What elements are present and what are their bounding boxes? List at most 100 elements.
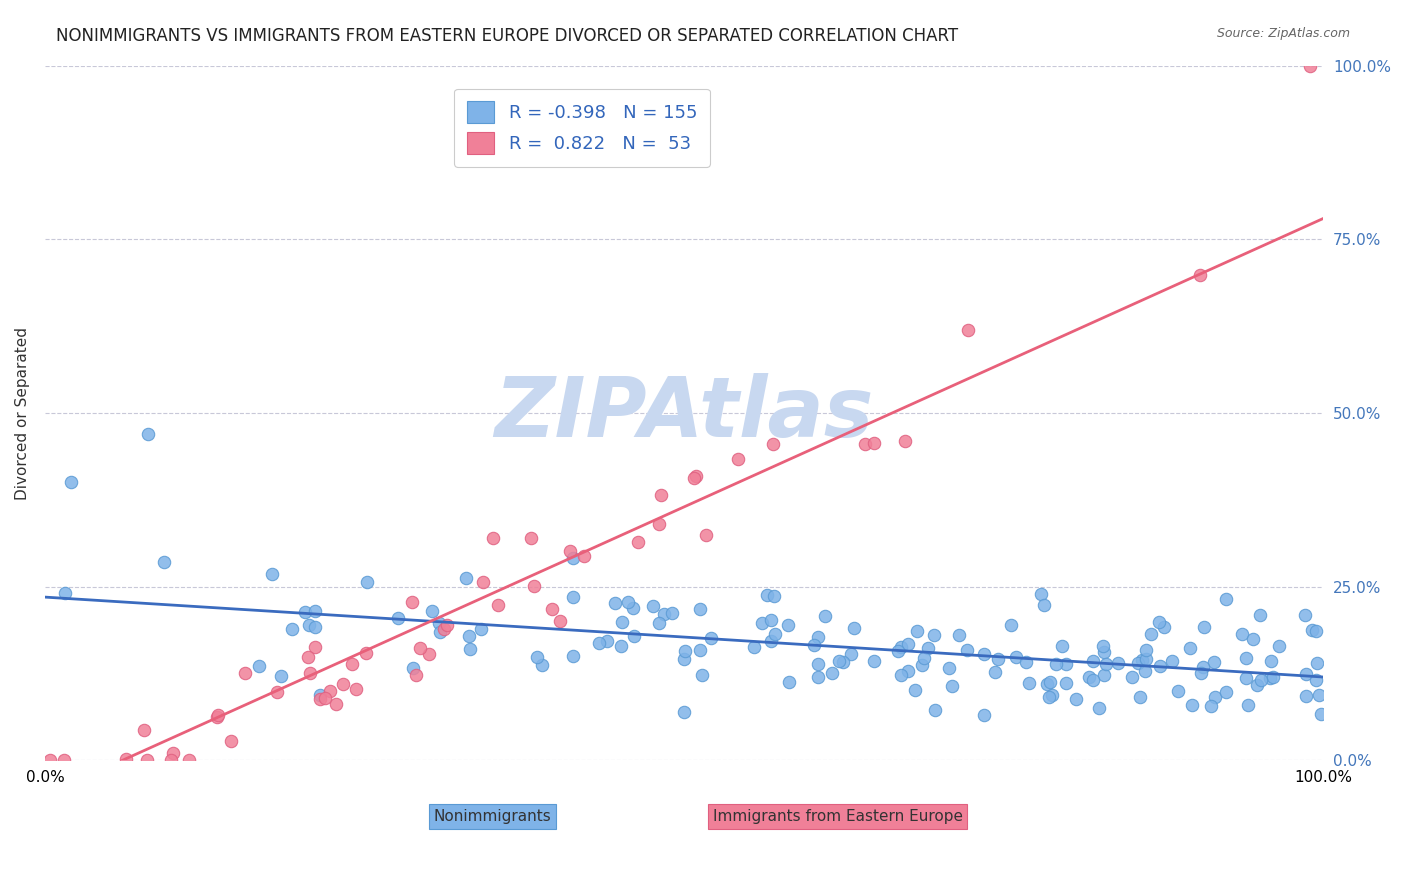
Point [690, 668, 713, 682]
Point [304, 604, 326, 618]
Point [1149, 658, 1171, 673]
Point [1077, 670, 1099, 684]
Point [831, 655, 853, 669]
Point [387, 610, 409, 624]
Point [588, 636, 610, 650]
Point [59, 475, 82, 490]
Point [1237, 698, 1260, 712]
Point [778, 674, 800, 689]
Point [1015, 655, 1038, 669]
Point [314, 690, 336, 705]
Y-axis label: Divorced or Separated: Divorced or Separated [15, 326, 30, 500]
Point [1301, 623, 1323, 637]
Point [1234, 650, 1257, 665]
Point [153, 555, 176, 569]
Point [813, 608, 835, 623]
Point [39, 753, 62, 767]
Point [433, 622, 456, 636]
Point [762, 436, 785, 450]
Point [270, 668, 292, 682]
Point [910, 658, 932, 673]
Point [1081, 673, 1104, 687]
Point [751, 616, 773, 631]
Point [247, 659, 270, 673]
Point [1192, 660, 1215, 674]
Point [922, 628, 945, 642]
Point [219, 733, 242, 747]
Point [1147, 615, 1170, 629]
Point [405, 667, 427, 681]
Point [1215, 684, 1237, 698]
Point [1092, 640, 1115, 654]
Point [1180, 641, 1202, 656]
Point [207, 707, 229, 722]
Point [1234, 671, 1257, 685]
Point [685, 469, 707, 483]
Point [695, 528, 717, 542]
Point [1133, 664, 1156, 678]
Point [260, 567, 283, 582]
Point [471, 574, 494, 589]
Point [332, 677, 354, 691]
Point [1306, 656, 1329, 670]
Point [1018, 676, 1040, 690]
Point [1241, 632, 1264, 646]
Point [1181, 698, 1204, 712]
Point [803, 638, 825, 652]
Point [1032, 598, 1054, 612]
Point [340, 657, 363, 671]
Point [1092, 645, 1115, 659]
Point [776, 618, 799, 632]
Point [520, 531, 543, 545]
Point [841, 648, 863, 662]
Point [160, 753, 183, 767]
Point [673, 652, 696, 666]
Point [623, 629, 645, 643]
Point [727, 452, 749, 467]
Point [616, 594, 638, 608]
Point [1260, 654, 1282, 668]
Point [1000, 617, 1022, 632]
Point [548, 614, 571, 628]
Point [309, 692, 332, 706]
Point [562, 590, 585, 604]
Point [266, 685, 288, 699]
Point [689, 601, 711, 615]
Point [136, 426, 159, 441]
Point [526, 650, 548, 665]
Point [742, 640, 765, 654]
Point [1305, 624, 1327, 639]
Point [596, 634, 619, 648]
Point [1261, 670, 1284, 684]
Point [319, 683, 342, 698]
Point [409, 640, 432, 655]
Point [1064, 691, 1087, 706]
Text: Nonimmigrants: Nonimmigrants [433, 809, 551, 824]
Point [605, 597, 627, 611]
Point [115, 752, 138, 766]
Point [1258, 671, 1281, 685]
Point [862, 654, 884, 668]
Point [673, 644, 696, 658]
Point [1161, 655, 1184, 669]
Point [1088, 700, 1111, 714]
Point [1121, 670, 1143, 684]
Point [1189, 665, 1212, 680]
Point [807, 657, 830, 671]
Point [1305, 673, 1327, 687]
Point [540, 602, 562, 616]
Point [1092, 668, 1115, 682]
Point [456, 571, 478, 585]
Point [486, 598, 509, 612]
Point [894, 434, 917, 448]
Text: Source: ZipAtlas.com: Source: ZipAtlas.com [1216, 27, 1350, 40]
Point [647, 516, 669, 531]
Point [531, 657, 554, 672]
Point [763, 627, 786, 641]
Point [1309, 706, 1331, 721]
Point [904, 682, 927, 697]
Point [281, 622, 304, 636]
Point [356, 575, 378, 590]
Point [855, 437, 877, 451]
Point [1107, 657, 1129, 671]
